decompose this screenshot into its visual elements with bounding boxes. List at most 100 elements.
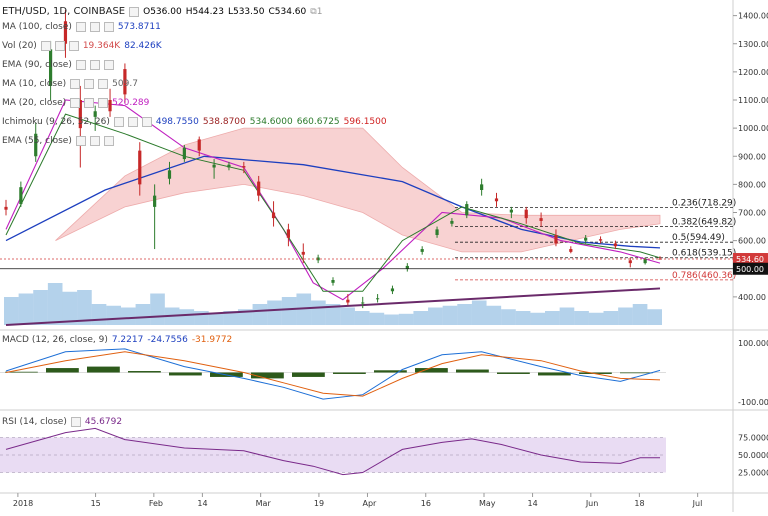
- low-value: L533.50: [227, 6, 265, 17]
- candle: [123, 63, 127, 103]
- candle-body: [123, 69, 127, 95]
- candle-body: [48, 49, 53, 86]
- indicator-row[interactable]: EMA (55, close): [2, 134, 114, 147]
- indicator-label[interactable]: Vol (20): [2, 40, 37, 51]
- macd-histogram-bar: [620, 372, 653, 374]
- indicator-label[interactable]: EMA (90, close): [2, 59, 72, 70]
- visibility-icon[interactable]: [70, 97, 81, 108]
- close-icon[interactable]: [141, 116, 152, 127]
- price-tick-label: 1400.00: [738, 12, 768, 21]
- indicator-row[interactable]: MA (20, close) 520.289: [2, 96, 149, 109]
- candle-body: [494, 198, 499, 202]
- symbol-title[interactable]: ETH/USD, 1D, COINBASE: [2, 6, 126, 17]
- candle: [405, 263, 409, 272]
- volume-bar: [150, 293, 165, 325]
- time-tick-label: Mar: [256, 499, 272, 508]
- visibility-icon[interactable]: [75, 21, 86, 32]
- close-icon[interactable]: [103, 59, 114, 70]
- rsi-axis-label: 75.0000: [738, 434, 768, 443]
- candle: [331, 277, 335, 286]
- price-tick-label: 900.00: [738, 152, 766, 161]
- settings-icon[interactable]: [84, 78, 95, 89]
- rsi-label[interactable]: RSI (14, close): [2, 416, 67, 427]
- volume-bar: [632, 304, 648, 325]
- candle: [346, 294, 350, 306]
- visibility-icon[interactable]: [70, 78, 81, 89]
- volume-bar: [398, 313, 414, 325]
- settings-icon[interactable]: [127, 116, 138, 127]
- volume-bar: [618, 307, 633, 325]
- rsi-value: 45.6792: [84, 416, 123, 427]
- price-tick-label: 1200.00: [738, 68, 768, 77]
- close-icon[interactable]: [98, 78, 109, 89]
- indicator-count-icon[interactable]: ⧉1: [310, 6, 323, 17]
- time-tick-label: Jun: [585, 499, 599, 508]
- volume-bar: [486, 305, 502, 325]
- candle-body: [390, 288, 395, 292]
- settings-icon[interactable]: [84, 97, 95, 108]
- indicator-row[interactable]: MA (100, close) 573.8711: [2, 20, 161, 33]
- candle-body: [93, 111, 97, 117]
- volume-bar: [106, 305, 121, 325]
- visibility-icon[interactable]: [113, 116, 124, 127]
- candle-body: [420, 249, 424, 252]
- settings-icon[interactable]: [89, 59, 100, 70]
- candle: [598, 236, 603, 244]
- volume-bar: [413, 311, 429, 325]
- candle: [524, 206, 528, 224]
- visibility-icon[interactable]: [40, 40, 51, 51]
- close-icon[interactable]: [103, 135, 114, 146]
- candle: [212, 159, 216, 179]
- indicator-row[interactable]: Ichimoku (9, 26, 52, 26) 498.7550 538.8700…: [2, 115, 387, 128]
- indicator-row[interactable]: EMA (90, close): [2, 58, 114, 71]
- candle-body: [450, 220, 454, 224]
- candle-body: [509, 209, 513, 213]
- close-icon[interactable]: [68, 40, 79, 51]
- candle-body: [465, 204, 469, 216]
- indicator-label[interactable]: MA (100, close): [2, 21, 72, 32]
- candle-body: [613, 243, 618, 247]
- volume-bar: [369, 312, 385, 325]
- close-icon[interactable]: [103, 21, 114, 32]
- visibility-icon[interactable]: [75, 135, 86, 146]
- time-tick-label: May: [479, 499, 496, 508]
- price-tag-label: 500.00: [736, 265, 764, 274]
- time-tick-label: Feb: [149, 499, 163, 508]
- candle-body: [138, 150, 142, 185]
- time-tick-label: 14: [528, 499, 538, 508]
- candle: [271, 201, 276, 227]
- indicator-label[interactable]: Ichimoku (9, 26, 52, 26): [2, 116, 110, 127]
- macd-histogram-bar: [538, 372, 571, 376]
- candle-body: [167, 170, 172, 179]
- indicator-row[interactable]: MA (10, close) 509.7: [2, 77, 138, 90]
- indicator-label[interactable]: MA (20, close): [2, 97, 67, 108]
- settings-icon[interactable]: [129, 6, 140, 17]
- candle-body: [63, 21, 68, 44]
- candle-body: [598, 239, 603, 241]
- candle: [375, 294, 380, 303]
- candle: [93, 105, 97, 131]
- settings-icon[interactable]: [89, 135, 100, 146]
- indicator-value: 82.426K: [124, 40, 162, 51]
- candle-body: [316, 257, 320, 261]
- indicator-label[interactable]: EMA (55, close): [2, 135, 72, 146]
- price-tick-label: 400.00: [738, 293, 766, 302]
- macd-histogram-bar: [87, 366, 120, 373]
- close-icon[interactable]: [98, 97, 109, 108]
- rsi-settings-icon[interactable]: [70, 416, 81, 427]
- visibility-icon[interactable]: [75, 59, 86, 70]
- rsi-axis-label: 50.0000: [738, 451, 768, 460]
- indicator-row[interactable]: Vol (20) 19.364K 82.426K: [2, 39, 162, 52]
- settings-icon[interactable]: [89, 21, 100, 32]
- macd-legend: MACD (12, 26, close, 9) 7.2217 -24.7556 …: [2, 333, 232, 346]
- candle-body: [212, 164, 216, 168]
- volume-bar: [311, 300, 326, 325]
- settings-icon[interactable]: [54, 40, 65, 51]
- time-tick-label: Apr: [362, 499, 377, 508]
- price-tick-label: 1100.00: [738, 96, 768, 105]
- candle-body: [257, 181, 261, 196]
- macd-label[interactable]: MACD (12, 26, close, 9): [2, 334, 108, 345]
- indicator-label[interactable]: MA (10, close): [2, 78, 67, 89]
